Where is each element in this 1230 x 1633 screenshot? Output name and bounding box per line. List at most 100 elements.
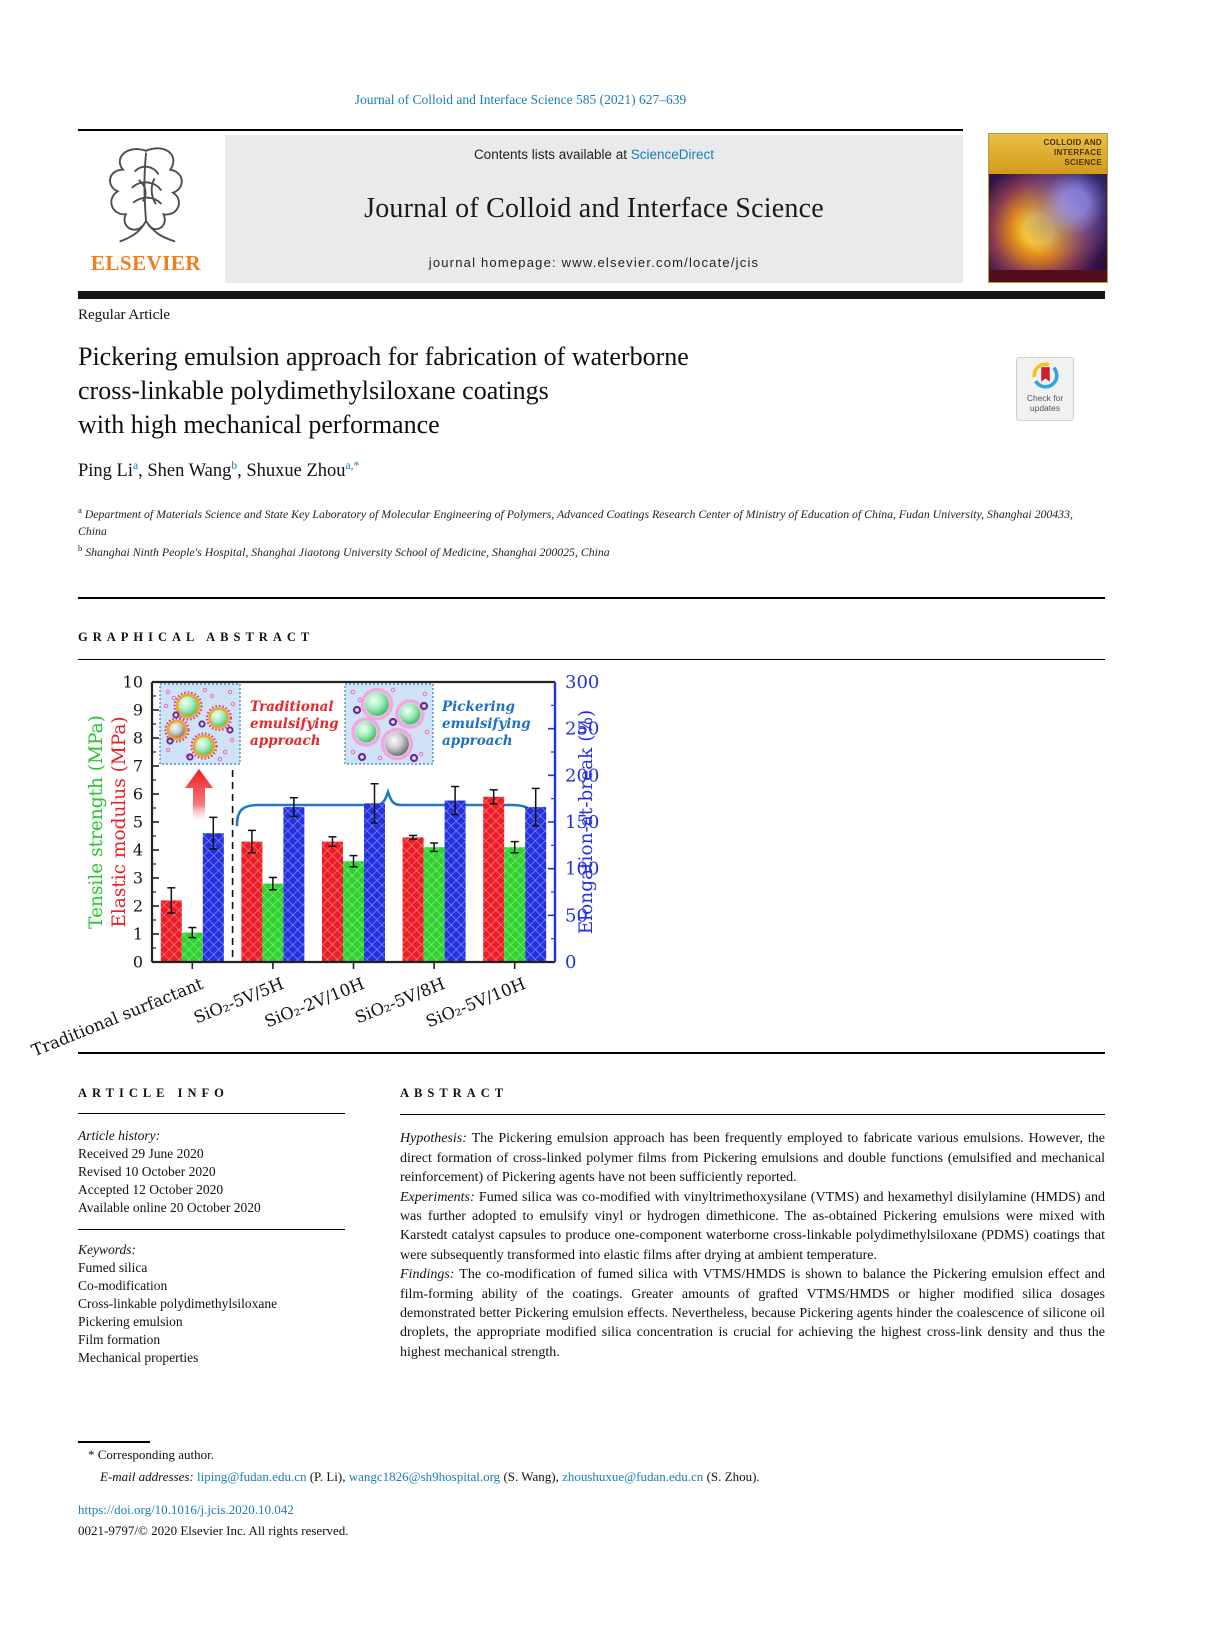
check-for-updates-badge[interactable]: Check for updates <box>1016 357 1074 421</box>
right-axis-label-elongation: Elongation-at-break (%) <box>576 710 597 934</box>
email-link-wang[interactable]: wangc1826@sh9hospital.org <box>348 1469 501 1484</box>
email-label: E-mail addresses: <box>100 1469 194 1484</box>
check-for-updates-icon <box>1031 362 1059 389</box>
keyword: Pickering emulsion <box>78 1314 183 1329</box>
bar-series1-cat0 <box>181 932 203 962</box>
elsevier-tree-icon <box>109 147 183 243</box>
inset1-caption-line: approach <box>250 733 321 749</box>
author-name: Shuxue Zhou <box>246 461 346 482</box>
cover-title-band: COLLOID AND INTERFACE SCIENCE <box>989 134 1107 174</box>
elsevier-wordmark: ELSEVIER <box>90 251 202 275</box>
article-info-heading: ARTICLE INFO <box>78 1084 345 1114</box>
bar-series2-cat0 <box>202 833 224 962</box>
pickering-brace <box>235 787 537 827</box>
abstract-text: The co-modification of fumed silica with… <box>400 1267 1105 1360</box>
title-line: cross-linkable polydimethylsiloxane coat… <box>78 376 549 405</box>
author-name: Shen Wang <box>147 461 232 482</box>
right-tick-label: 0 <box>565 952 576 973</box>
affiliation-line: a Department of Materials Science and St… <box>78 502 1073 540</box>
bar-series1-cat1 <box>262 883 284 962</box>
article-history-label: Article history: <box>78 1128 161 1143</box>
email-link-li[interactable]: liping@fudan.edu.cn <box>197 1469 307 1484</box>
top-rule <box>78 129 963 131</box>
left-tick-label: 6 <box>133 785 143 804</box>
section-rule <box>78 1052 1105 1054</box>
article-title: Pickering emulsion approach for fabricat… <box>78 340 898 442</box>
bar-series0-cat2 <box>322 841 343 962</box>
article-type-label: Regular Article <box>78 307 171 323</box>
affiliation-text: Shanghai Ninth People's Hospital, Shangh… <box>85 544 610 559</box>
keyword: Mechanical properties <box>78 1350 199 1365</box>
left-axis-label-tensile: Tensile strength (MPa) <box>86 715 107 929</box>
inset1-caption-line: emulsifying <box>250 716 339 732</box>
left-tick-label: 7 <box>133 757 143 776</box>
abstract-heading: ABSTRACT <box>400 1084 1105 1116</box>
abstract-paragraph: Findings: The co-modification of fumed s… <box>400 1265 1105 1362</box>
left-axis-label-modulus: Elastic modulus (MPa) <box>109 716 130 927</box>
graphical-abstract-chart: Tensile strength (MPa) Elastic modulus (… <box>29 672 600 1060</box>
x-category-label: Traditional surfactant <box>29 974 206 1060</box>
graphical-abstract-heading: GRAPHICAL ABSTRACT <box>78 630 315 644</box>
inset2-caption-line: emulsifying <box>442 716 531 732</box>
homepage-url-link[interactable]: www.elsevier.com/locate/jcis <box>561 255 760 270</box>
footnote-marker: * <box>88 1447 95 1462</box>
affiliation-text: Department of Materials Science and Stat… <box>78 506 1073 538</box>
chart-frame <box>150 680 557 964</box>
affiliation-line: b Shanghai Ninth People's Hospital, Shan… <box>78 540 1073 561</box>
email-link-zhou[interactable]: zhoushuxue@fudan.edu.cn <box>562 1469 704 1484</box>
bar-series1-cat2 <box>343 861 364 962</box>
abstract-text: The Pickering emulsion approach has been… <box>400 1131 1105 1186</box>
sciencedirect-link[interactable]: ScienceDirect <box>630 147 715 162</box>
copyright-line: 0021-9797/© 2020 Elsevier Inc. All right… <box>78 1523 349 1538</box>
cover-artwork <box>989 174 1107 270</box>
email-addresses-line: E-mail addresses: liping@fudan.edu.cn (P… <box>100 1469 760 1485</box>
left-tick-label: 9 <box>133 701 143 720</box>
right-tick-label: 200 <box>565 765 599 786</box>
section-rule <box>78 659 1105 660</box>
left-tick-label: 1 <box>133 925 143 944</box>
affiliation-sup: b <box>78 542 83 553</box>
bar-series2-cat4 <box>525 807 547 962</box>
journal-header-box: Contents lists available at ScienceDirec… <box>225 135 963 283</box>
bar-series2-cat3 <box>444 800 466 962</box>
cover-title-line: INTERFACE <box>1053 148 1102 157</box>
history-line: Received 29 June 2020 <box>78 1146 204 1161</box>
keywords-section: Keywords: Fumed silica Co-modification C… <box>78 1229 345 1367</box>
history-line: Accepted 12 October 2020 <box>78 1182 224 1197</box>
footnote-rule <box>78 1441 150 1443</box>
bar-series2-cat2 <box>364 803 385 962</box>
abstract-paragraph: Experiments: Fumed silica was co-modifie… <box>400 1188 1105 1266</box>
author-affil-sup: b <box>231 460 238 472</box>
affiliation-sup: a <box>78 505 82 515</box>
article-info-column: ARTICLE INFO Article history: Received 2… <box>78 1084 345 1367</box>
right-tick-label: 50 <box>565 905 588 926</box>
doi-link[interactable]: https://doi.org/10.1016/j.jcis.2020.10.0… <box>78 1502 294 1517</box>
homepage-prefix: journal homepage: <box>428 255 562 270</box>
left-tick-label: 10 <box>123 673 143 692</box>
history-line: Revised 10 October 2020 <box>78 1164 216 1179</box>
author-affil-sup: a,* <box>345 460 360 472</box>
author-separator: , <box>237 461 247 482</box>
journal-cover-thumbnail[interactable]: COLLOID AND INTERFACE SCIENCE <box>988 133 1108 283</box>
cover-title-line: COLLOID AND <box>1043 138 1102 147</box>
right-tick-label: 300 <box>565 672 599 693</box>
contents-prefix: Contents lists available at <box>473 147 631 162</box>
left-tick-label: 0 <box>133 953 143 972</box>
bar-series1-cat3 <box>423 847 445 962</box>
bar-series2-cat1 <box>283 807 305 962</box>
cover-title-line: SCIENCE <box>1064 158 1102 167</box>
abstract-column: ABSTRACT Hypothesis: The Pickering emuls… <box>400 1084 1105 1362</box>
author-name: Ping Li <box>78 461 133 482</box>
divider-bar <box>78 291 1105 299</box>
left-tick-label: 8 <box>133 729 143 748</box>
badge-label-line: Check for <box>1026 393 1064 403</box>
right-tick-label: 250 <box>565 719 599 740</box>
author-affil-sup: a <box>133 460 139 472</box>
keyword: Film formation <box>78 1332 161 1347</box>
abstract-paragraph: Hypothesis: The Pickering emulsion appro… <box>400 1129 1105 1187</box>
bar-series0-cat1 <box>241 841 263 962</box>
abstract-text: Fumed silica was co-modified with vinylt… <box>400 1189 1105 1263</box>
pickering-emulsion-inset <box>344 683 434 765</box>
bar-series0-cat4 <box>483 796 505 962</box>
